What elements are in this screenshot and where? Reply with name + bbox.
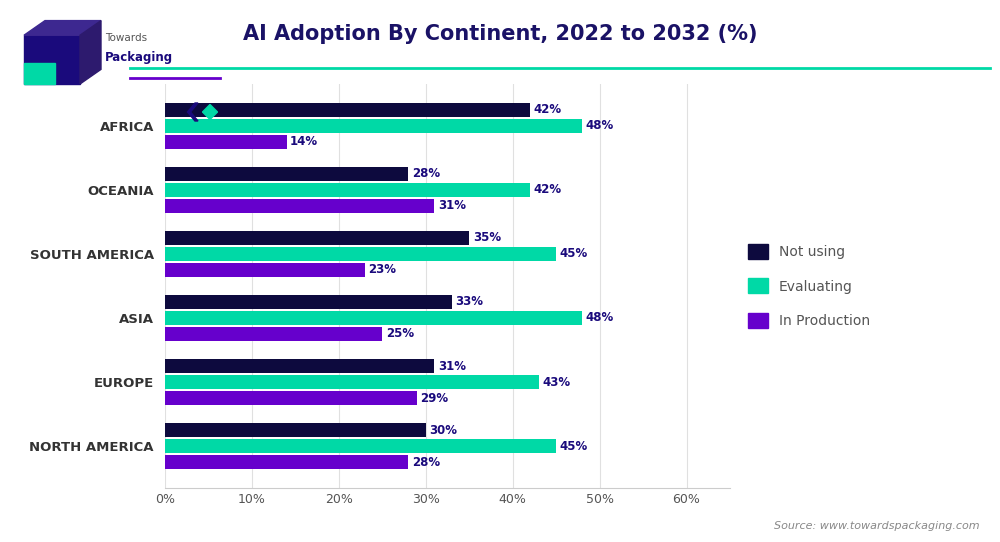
- Bar: [165, 102, 530, 117]
- Legend: Not using, Evaluating, In Production: Not using, Evaluating, In Production: [748, 243, 870, 328]
- Text: 25%: 25%: [386, 327, 414, 340]
- Text: Towards: Towards: [105, 33, 147, 43]
- Text: 23%: 23%: [368, 263, 396, 276]
- Text: 45%: 45%: [560, 440, 588, 453]
- Bar: [165, 231, 469, 245]
- Polygon shape: [188, 103, 198, 121]
- Text: 42%: 42%: [534, 103, 562, 116]
- Bar: [165, 391, 417, 405]
- Text: 31%: 31%: [438, 359, 466, 372]
- Text: Source: www.towardspackaging.com: Source: www.towardspackaging.com: [774, 521, 980, 531]
- Text: AI Adoption By Continent, 2022 to 2032 (%): AI Adoption By Continent, 2022 to 2032 (…: [243, 24, 757, 44]
- Bar: [165, 311, 582, 325]
- Text: 48%: 48%: [586, 312, 614, 325]
- Text: 35%: 35%: [473, 231, 501, 244]
- Text: 48%: 48%: [586, 119, 614, 132]
- Bar: [165, 359, 434, 373]
- Text: 45%: 45%: [560, 247, 588, 260]
- Text: 43%: 43%: [542, 376, 570, 389]
- Bar: [165, 295, 452, 309]
- Bar: [165, 375, 539, 389]
- Text: 33%: 33%: [455, 295, 483, 308]
- Bar: [165, 327, 382, 341]
- Bar: [165, 134, 287, 149]
- Text: 14%: 14%: [290, 135, 318, 148]
- Text: 28%: 28%: [412, 167, 440, 180]
- Bar: [165, 183, 530, 197]
- Bar: [165, 199, 434, 213]
- Bar: [165, 455, 408, 469]
- Text: Packaging: Packaging: [105, 51, 173, 64]
- Bar: [165, 423, 426, 437]
- Polygon shape: [80, 21, 101, 84]
- Text: 42%: 42%: [534, 183, 562, 196]
- Bar: [165, 263, 365, 277]
- Text: 29%: 29%: [421, 391, 449, 404]
- Bar: [165, 119, 582, 133]
- Polygon shape: [24, 21, 101, 35]
- Text: 28%: 28%: [412, 456, 440, 469]
- Polygon shape: [24, 35, 80, 84]
- Bar: [165, 247, 556, 261]
- Polygon shape: [202, 105, 218, 119]
- Bar: [165, 167, 408, 181]
- Text: 30%: 30%: [429, 424, 457, 437]
- Bar: [165, 439, 556, 453]
- FancyBboxPatch shape: [24, 62, 55, 84]
- Text: 31%: 31%: [438, 199, 466, 212]
